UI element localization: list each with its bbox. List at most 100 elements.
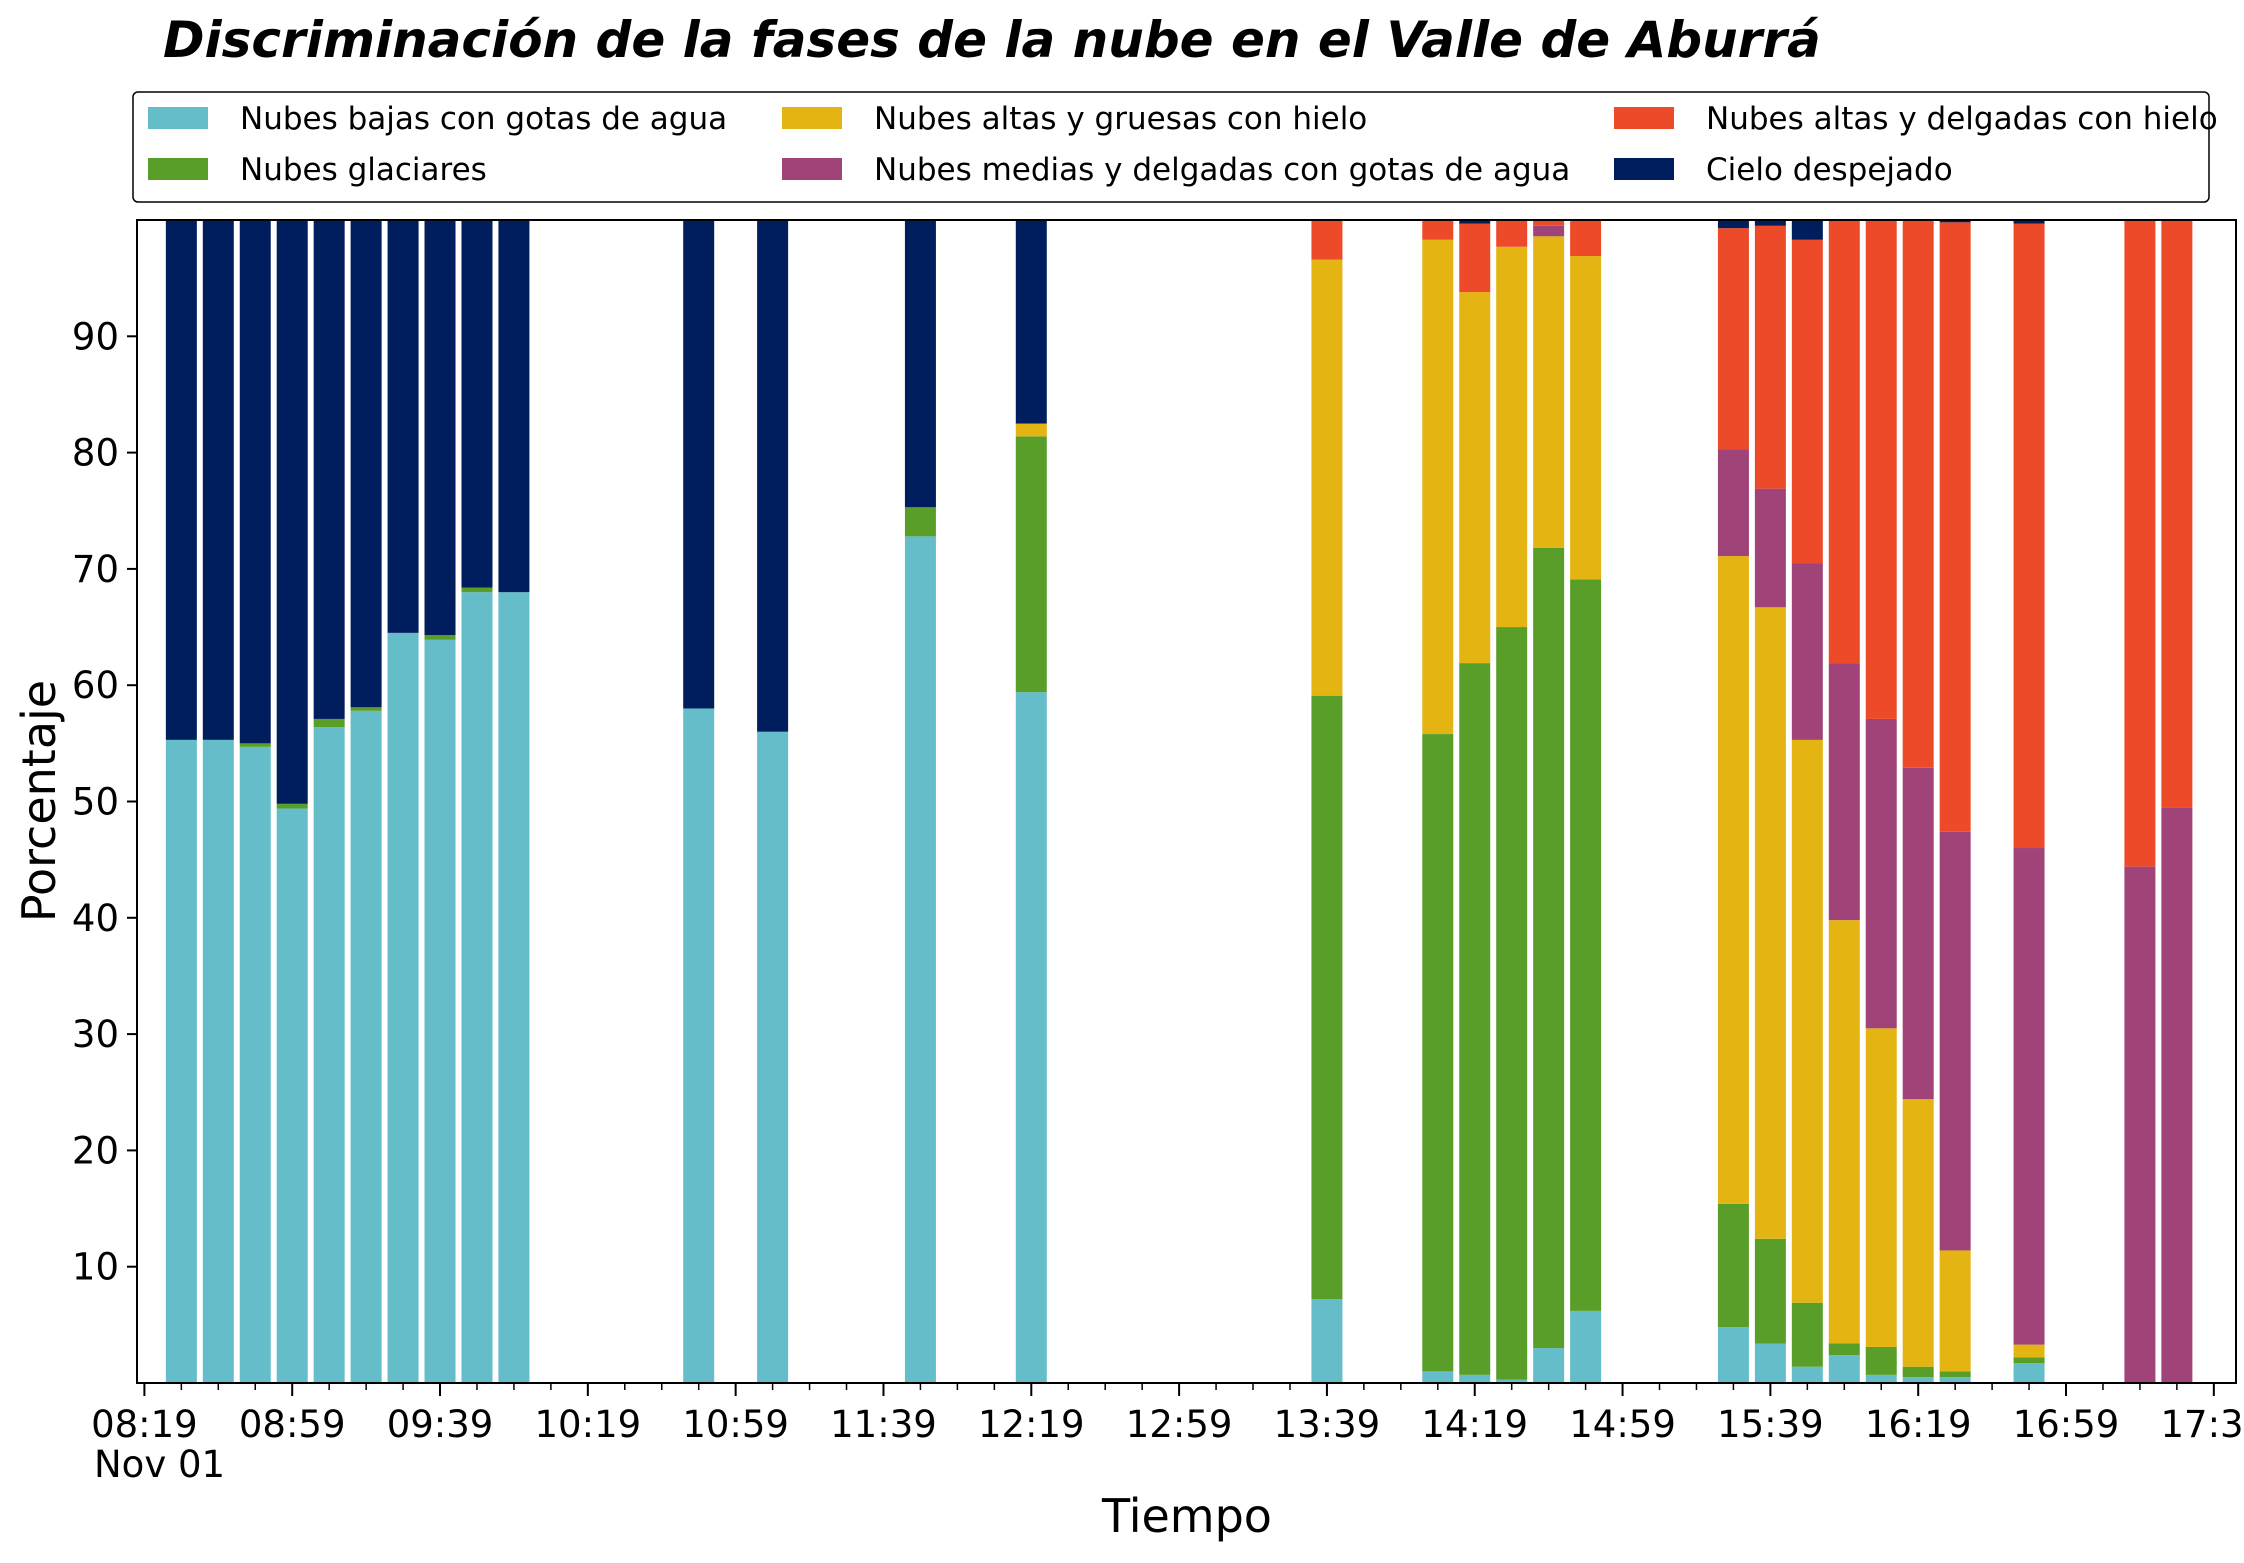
y-tick-label: 20 bbox=[72, 1129, 119, 1172]
bar-14-nubes-altas-y-delgadas-con-hielo bbox=[1311, 220, 1343, 260]
bar-27-nubes-altas-y-delgadas-con-hielo bbox=[2013, 223, 2045, 849]
x-date-label: Nov 01 bbox=[94, 1443, 225, 1486]
bar-28-nubes-medias-y-delgadas-con-gotas-de-agua bbox=[2124, 866, 2156, 1383]
bar-18-nubes-altas-y-gruesas-con-hielo bbox=[1533, 236, 1565, 548]
bar-6-nubes-bajas-con-gotas-de-agua bbox=[387, 632, 419, 1383]
legend-swatch-cielo-despejado bbox=[1614, 158, 1674, 180]
x-axis: 08:19 08:59 09:39 10:19 10:59 11:39 12:19 12:59… bbox=[91, 1383, 2244, 1446]
legend-label-nubes-altas-y-gruesas-con-hielo: Nubes altas y gruesas con hielo bbox=[874, 101, 1367, 137]
bar-15-nubes-bajas-con-gotas-de-agua bbox=[1422, 1371, 1454, 1383]
x-tick-label: 17:39 bbox=[2161, 1403, 2244, 1446]
bar-23-nubes-bajas-con-gotas-de-agua bbox=[1828, 1355, 1860, 1383]
bar-20-nubes-altas-y-delgadas-con-hielo bbox=[1717, 228, 1749, 450]
legend-label-cielo-despejado: Cielo despejado bbox=[1706, 152, 1953, 188]
bar-14-nubes-altas-y-gruesas-con-hielo bbox=[1311, 259, 1343, 696]
bar-26-cielo-despejado bbox=[1939, 220, 1971, 223]
x-tick-label: 13:39 bbox=[1274, 1403, 1381, 1446]
bar-17-nubes-altas-y-delgadas-con-hielo bbox=[1496, 220, 1528, 247]
bar-27-nubes-medias-y-delgadas-con-gotas-de-agua bbox=[2013, 848, 2045, 1345]
bar-12-cielo-despejado bbox=[904, 220, 936, 508]
bar-25-nubes-medias-y-delgadas-con-gotas-de-agua bbox=[1902, 767, 1934, 1100]
x-tick-label: 11:39 bbox=[830, 1403, 937, 1446]
bar-17-nubes-altas-y-gruesas-con-hielo bbox=[1496, 246, 1528, 628]
bar-8-cielo-despejado bbox=[461, 220, 493, 588]
bar-23-nubes-altas-y-delgadas-con-hielo bbox=[1828, 220, 1860, 664]
x-tick-label: 12:19 bbox=[978, 1403, 1085, 1446]
bar-18-nubes-bajas-con-gotas-de-agua bbox=[1533, 1348, 1565, 1383]
bar-20-nubes-glaciares bbox=[1717, 1203, 1749, 1328]
legend-label-nubes-bajas-con-gotas-de-agua: Nubes bajas con gotas de agua bbox=[240, 101, 727, 137]
bar-22-nubes-glaciares bbox=[1791, 1302, 1823, 1367]
x-tick-label: 08:59 bbox=[239, 1403, 346, 1446]
bar-22-nubes-bajas-con-gotas-de-agua bbox=[1791, 1366, 1823, 1383]
bar-7-nubes-glaciares bbox=[424, 635, 456, 640]
x-tick-label: 10:59 bbox=[682, 1403, 789, 1446]
bar-11-nubes-bajas-con-gotas-de-agua bbox=[757, 731, 789, 1383]
y-tick-label: 10 bbox=[72, 1246, 119, 1289]
bar-13-nubes-altas-y-gruesas-con-hielo bbox=[1015, 423, 1047, 437]
bar-7-nubes-bajas-con-gotas-de-agua bbox=[424, 639, 456, 1383]
bar-3-cielo-despejado bbox=[276, 220, 308, 804]
y-tick-label: 40 bbox=[72, 897, 119, 940]
bar-18-nubes-medias-y-delgadas-con-gotas-de-agua bbox=[1533, 225, 1565, 237]
bar-4-nubes-glaciares bbox=[313, 718, 345, 728]
bar-15-nubes-glaciares bbox=[1422, 734, 1454, 1372]
y-axis-label: Porcentaje bbox=[12, 680, 66, 922]
bar-16-nubes-bajas-con-gotas-de-agua bbox=[1459, 1374, 1491, 1383]
bar-11-cielo-despejado bbox=[757, 220, 789, 732]
bar-24-nubes-altas-y-delgadas-con-hielo bbox=[1865, 220, 1897, 719]
bar-13-cielo-despejado bbox=[1015, 220, 1047, 424]
y-tick-label: 50 bbox=[72, 781, 119, 824]
y-axis: 10 20 30 40 50 60 70 80 90 bbox=[72, 315, 137, 1289]
bar-19-nubes-altas-y-delgadas-con-hielo bbox=[1570, 220, 1602, 257]
bar-22-nubes-altas-y-delgadas-con-hielo bbox=[1791, 239, 1823, 564]
bar-29-nubes-altas-y-delgadas-con-hielo bbox=[2161, 220, 2193, 808]
bar-3-nubes-glaciares bbox=[276, 803, 308, 809]
legend-swatch-nubes-altas-y-delgadas-con-hielo bbox=[1614, 107, 1674, 129]
x-tick-label: 16:19 bbox=[1865, 1403, 1972, 1446]
legend-label-nubes-altas-y-delgadas-con-hielo: Nubes altas y delgadas con hielo bbox=[1706, 101, 2218, 137]
bar-18-nubes-altas-y-delgadas-con-hielo bbox=[1533, 220, 1565, 226]
bar-6-cielo-despejado bbox=[387, 220, 419, 633]
bar-15-nubes-altas-y-delgadas-con-hielo bbox=[1422, 220, 1454, 240]
bar-24-nubes-altas-y-gruesas-con-hielo bbox=[1865, 1028, 1897, 1347]
bar-12-nubes-glaciares bbox=[904, 507, 936, 537]
bar-19-nubes-glaciares bbox=[1570, 579, 1602, 1311]
bar-23-nubes-altas-y-gruesas-con-hielo bbox=[1828, 920, 1860, 1344]
bar-8-nubes-glaciares bbox=[461, 587, 493, 593]
bar-13-nubes-glaciares bbox=[1015, 436, 1047, 693]
bar-3-nubes-bajas-con-gotas-de-agua bbox=[276, 808, 308, 1383]
bar-21-cielo-despejado bbox=[1754, 220, 1786, 226]
bar-26-nubes-glaciares bbox=[1939, 1371, 1971, 1378]
y-tick-label: 60 bbox=[72, 664, 119, 707]
bar-24-nubes-glaciares bbox=[1865, 1346, 1897, 1375]
bar-21-nubes-bajas-con-gotas-de-agua bbox=[1754, 1343, 1786, 1383]
legend-swatch-nubes-altas-y-gruesas-con-hielo bbox=[782, 107, 842, 129]
bar-20-nubes-altas-y-gruesas-con-hielo bbox=[1717, 556, 1749, 1204]
bar-23-nubes-glaciares bbox=[1828, 1343, 1860, 1356]
bar-20-cielo-despejado bbox=[1717, 220, 1749, 229]
bar-17-nubes-bajas-con-gotas-de-agua bbox=[1496, 1379, 1528, 1383]
bar-20-nubes-medias-y-delgadas-con-gotas-de-agua bbox=[1717, 449, 1749, 557]
bar-22-nubes-altas-y-gruesas-con-hielo bbox=[1791, 739, 1823, 1303]
legend-swatch-nubes-medias-y-delgadas-con-gotas-de-agua bbox=[782, 158, 842, 180]
bars bbox=[165, 220, 2193, 1383]
bar-18-nubes-glaciares bbox=[1533, 547, 1565, 1349]
bar-16-nubes-altas-y-delgadas-con-hielo bbox=[1459, 223, 1491, 293]
bar-2-nubes-bajas-con-gotas-de-agua bbox=[239, 746, 271, 1383]
bar-27-nubes-bajas-con-gotas-de-agua bbox=[2013, 1363, 2045, 1383]
bar-15-nubes-altas-y-gruesas-con-hielo bbox=[1422, 239, 1454, 735]
bar-25-nubes-altas-y-delgadas-con-hielo bbox=[1902, 220, 1934, 768]
bar-8-nubes-bajas-con-gotas-de-agua bbox=[461, 592, 493, 1383]
legend-label-nubes-glaciares: Nubes glaciares bbox=[240, 152, 487, 188]
x-tick-label: 08:19 bbox=[91, 1403, 198, 1446]
bar-2-nubes-glaciares bbox=[239, 743, 271, 747]
bar-21-nubes-glaciares bbox=[1754, 1238, 1786, 1344]
legend-box bbox=[132, 91, 2210, 203]
bar-25-nubes-altas-y-gruesas-con-hielo bbox=[1902, 1099, 1934, 1367]
x-tick-label: 15:39 bbox=[1717, 1403, 1824, 1446]
bar-16-cielo-despejado bbox=[1459, 220, 1491, 224]
bar-29-nubes-medias-y-delgadas-con-gotas-de-agua bbox=[2161, 807, 2193, 1383]
